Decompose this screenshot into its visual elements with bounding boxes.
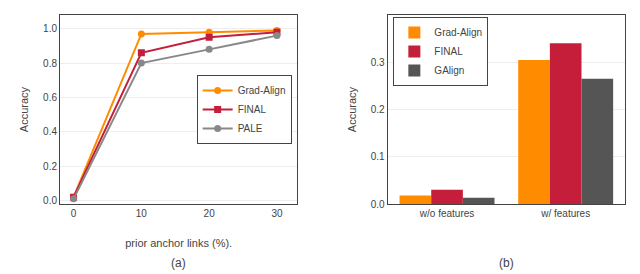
svg-text:0.0: 0.0	[43, 195, 57, 206]
svg-text:GAlign: GAlign	[434, 65, 464, 76]
svg-text:20: 20	[204, 208, 216, 219]
svg-text:0.1: 0.1	[371, 151, 385, 162]
svg-text:FINAL: FINAL	[434, 46, 463, 57]
svg-text:PALE: PALE	[238, 123, 263, 134]
svg-text:Accuracy: Accuracy	[346, 86, 358, 132]
svg-text:w/ features: w/ features	[540, 208, 590, 219]
svg-text:0.6: 0.6	[43, 92, 57, 103]
svg-text:1.0: 1.0	[43, 23, 57, 34]
svg-text:0.0: 0.0	[371, 199, 385, 210]
svg-text:0.2: 0.2	[43, 161, 57, 172]
svg-text:0.3: 0.3	[371, 57, 385, 68]
svg-text:FINAL: FINAL	[238, 104, 267, 115]
svg-text:prior anchor links (%).: prior anchor links (%).	[125, 237, 232, 249]
svg-text:(b): (b)	[499, 256, 514, 270]
svg-text:Grad-Align: Grad-Align	[434, 27, 482, 38]
svg-text:0.2: 0.2	[371, 104, 385, 115]
svg-text:(a): (a)	[171, 256, 186, 270]
svg-text:10: 10	[136, 208, 148, 219]
svg-text:Grad-Align: Grad-Align	[238, 85, 286, 96]
svg-text:0.4: 0.4	[43, 126, 57, 137]
svg-text:Accuracy: Accuracy	[18, 86, 30, 132]
svg-text:30: 30	[271, 208, 283, 219]
svg-text:w/o features: w/o features	[419, 208, 474, 219]
svg-text:0: 0	[71, 208, 77, 219]
svg-text:0.8: 0.8	[43, 58, 57, 69]
